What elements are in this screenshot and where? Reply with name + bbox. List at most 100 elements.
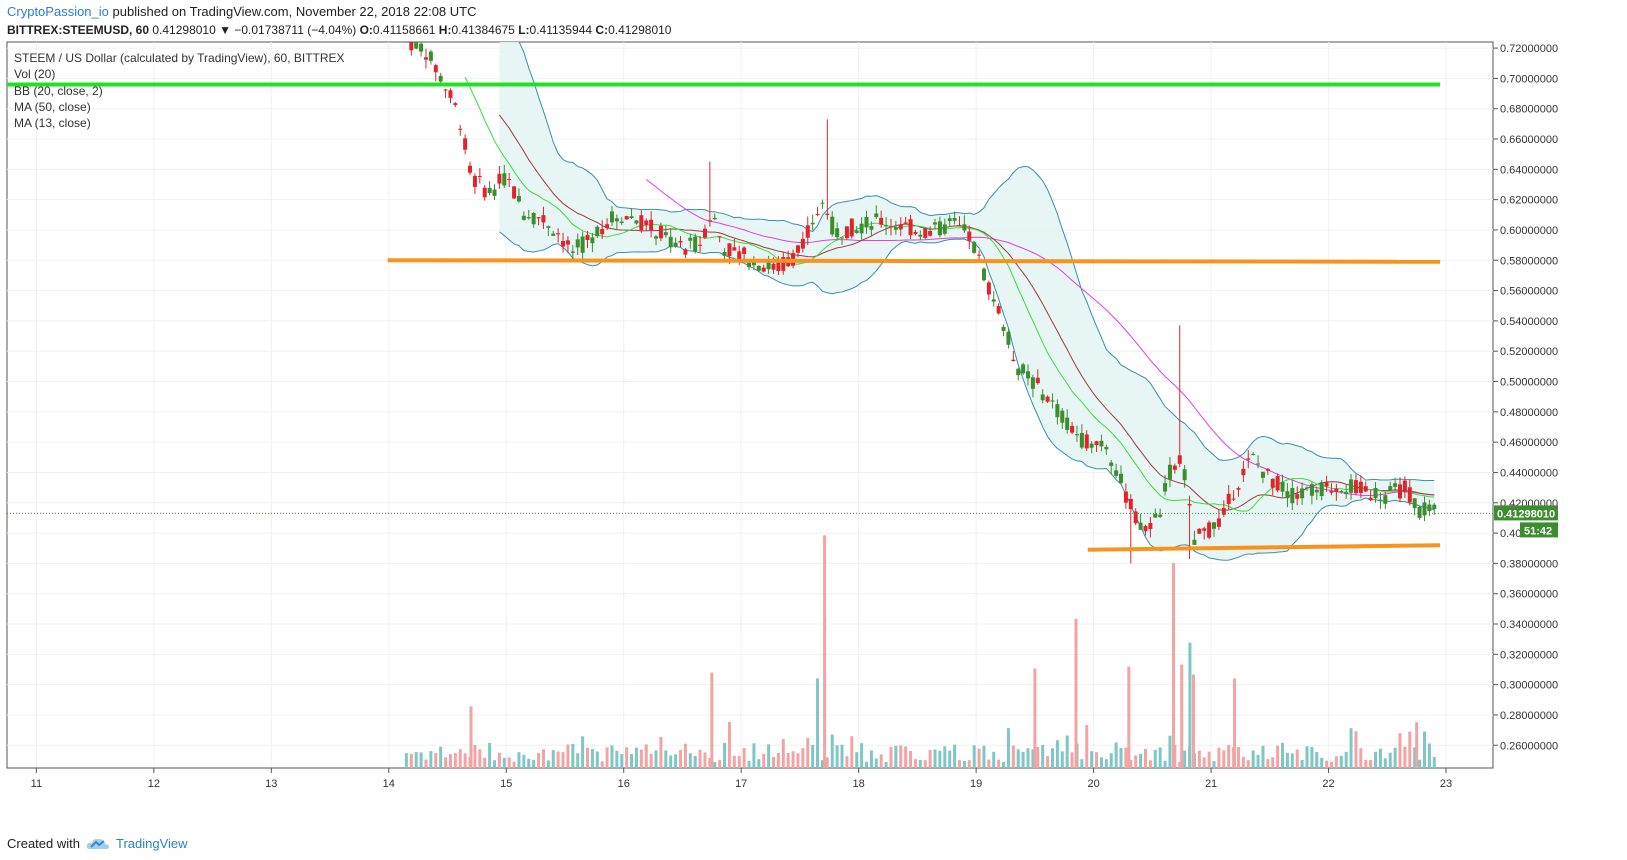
candle-body (908, 219, 913, 236)
volume-bar (967, 760, 971, 768)
c-value: 0.41298010 (608, 23, 672, 37)
candle-body (668, 236, 673, 248)
candle-body (795, 245, 800, 253)
volume-bar (1339, 755, 1343, 768)
volume-bar (1408, 731, 1412, 768)
candle-body (448, 90, 453, 98)
candle-body (815, 214, 820, 216)
volume-bar (669, 755, 673, 768)
volume-bar (424, 759, 428, 768)
volume-spike-bar (1180, 664, 1184, 768)
volume-bar (497, 752, 501, 768)
candle-body (565, 240, 570, 245)
symbol-label: BITTREX:STEEMUSD, 60 (7, 23, 150, 37)
volume-bar (747, 760, 751, 768)
volume-bar (904, 746, 908, 768)
author-link[interactable]: CryptoPassion_io (7, 4, 109, 19)
published-text: published on TradingView.com, November 2… (112, 4, 477, 19)
volume-bar (434, 753, 438, 768)
volume-bar (444, 757, 448, 768)
candle-body (1153, 513, 1158, 518)
volume-bar (1197, 750, 1201, 768)
candle-body (737, 251, 742, 262)
volume-bar (1246, 760, 1250, 768)
candle-body (546, 226, 551, 228)
volume-bar (957, 760, 961, 768)
x-tick-label: 13 (265, 778, 277, 790)
volume-bar (1050, 748, 1054, 768)
volume-bar (1202, 757, 1206, 768)
candle-body (1363, 486, 1368, 492)
volume-bar (1256, 754, 1260, 768)
volume-bar (409, 753, 413, 768)
volume-bar (659, 736, 663, 768)
volume-spike-bar (1074, 618, 1078, 768)
candle-body (1099, 440, 1104, 447)
volume-bar (1183, 750, 1187, 768)
candle-body (928, 230, 933, 236)
candle-body (1172, 465, 1177, 470)
candle-body (854, 230, 859, 233)
volume-bar (992, 751, 996, 768)
candle-body (609, 211, 614, 223)
price-label-box (1494, 505, 1558, 521)
volume-bar (561, 752, 565, 768)
volume-bar (1325, 760, 1329, 768)
candle-body (1216, 518, 1221, 527)
volume-bar (811, 744, 815, 768)
candle-body (1001, 326, 1006, 331)
volume-bar (1148, 760, 1152, 768)
candle-body (869, 226, 874, 230)
candle-body (1402, 480, 1407, 493)
candle-body (1089, 443, 1094, 448)
tradingview-brand[interactable]: TradingView (115, 836, 188, 851)
candle-body (1353, 480, 1358, 494)
volume-bar (1281, 742, 1285, 768)
volume-bar (776, 752, 780, 768)
volume-bar (634, 747, 638, 768)
volume-bar (1095, 752, 1099, 768)
volume-bar (404, 753, 408, 768)
candle-body (1344, 491, 1349, 495)
volume-bar (688, 753, 692, 768)
volume-bar (1031, 749, 1035, 768)
volume-bar (522, 754, 526, 768)
orange-upper-line (387, 258, 1441, 264)
volume-bar (1036, 747, 1040, 768)
volume-bar (1383, 758, 1387, 768)
volume-bar (918, 759, 922, 768)
volume-bar (566, 744, 570, 768)
candle-body (859, 223, 864, 234)
volume-bar (649, 753, 653, 768)
volume-bar (654, 750, 658, 768)
volume-bar (1398, 733, 1402, 768)
x-tick-label: 18 (853, 778, 865, 790)
volume-spike-bar (1188, 642, 1192, 768)
volume-bar (517, 752, 521, 768)
volume-bar (698, 749, 702, 768)
volume-spike-bar (1191, 674, 1195, 768)
candle-body (1368, 497, 1373, 501)
candle-body (1084, 434, 1089, 449)
candle-body (482, 187, 487, 198)
ma50-line (645, 179, 1435, 497)
candle-body (937, 221, 942, 236)
volume-bar (752, 743, 756, 768)
candle-body (702, 228, 707, 238)
y-tick-label: 0.26000000 (1500, 740, 1558, 752)
candle-body (1226, 493, 1231, 505)
candle-body (414, 42, 419, 49)
candle-body (962, 224, 967, 231)
volume-spike-bar (1033, 668, 1037, 768)
candle-body (942, 224, 947, 234)
candle-body (419, 43, 424, 52)
candle-body (879, 217, 884, 225)
volume-bar (1212, 761, 1216, 768)
volume-bar (713, 762, 717, 768)
candle-body (1060, 410, 1065, 423)
y-tick-label: 0.36000000 (1500, 589, 1558, 601)
y-tick-label: 0.46000000 (1500, 437, 1558, 449)
volume-bar (1422, 731, 1426, 768)
candle-body (1407, 487, 1412, 503)
